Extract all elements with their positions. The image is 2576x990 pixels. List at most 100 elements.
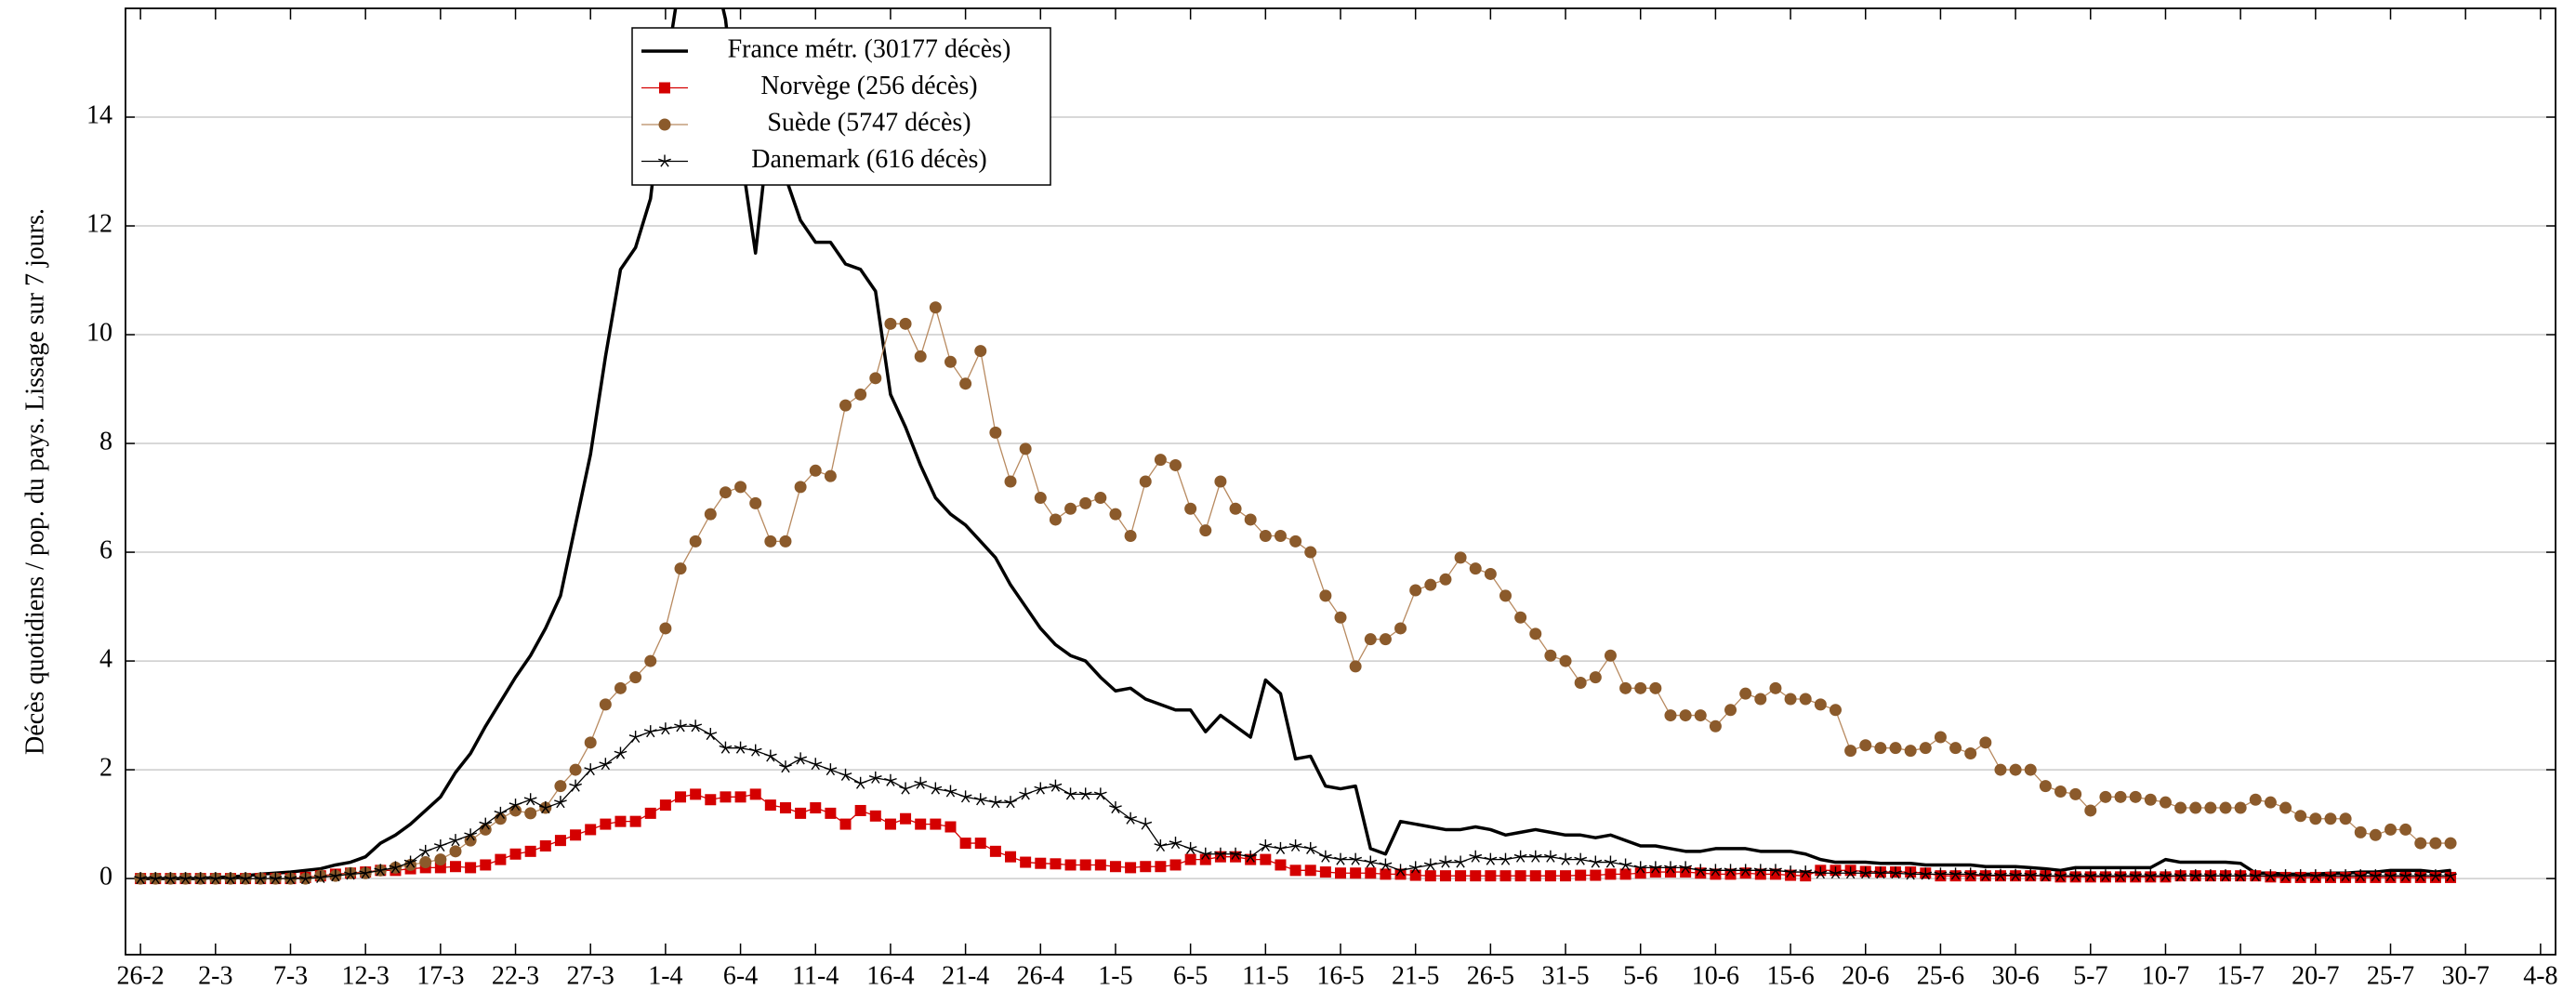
- data-point: [884, 773, 897, 786]
- data-point: [644, 807, 656, 819]
- data-point: [1349, 852, 1363, 865]
- data-point: [1380, 868, 1392, 880]
- data-point: [1874, 742, 1887, 755]
- data-point: [1169, 837, 1182, 850]
- data-point: [748, 744, 762, 757]
- data-point: [1229, 502, 1242, 515]
- x-tick-label: 15-6: [1766, 961, 1814, 990]
- data-point: [824, 763, 838, 776]
- data-point: [1889, 742, 1902, 755]
- data-point: [1350, 867, 1362, 879]
- x-tick-label: 10-6: [1692, 961, 1739, 990]
- data-point: [2039, 780, 2052, 793]
- data-point: [1575, 869, 1587, 881]
- data-point: [614, 815, 627, 827]
- data-point: [1949, 742, 1962, 755]
- data-point: [1124, 530, 1137, 543]
- data-point: [2369, 828, 2382, 841]
- data-point: [479, 823, 492, 836]
- data-point: [825, 807, 837, 819]
- y-tick-label: 14: [86, 100, 112, 129]
- data-point: [1739, 687, 1752, 700]
- data-point: [1229, 847, 1242, 860]
- data-point: [1934, 867, 1948, 880]
- data-point: [1754, 868, 1766, 880]
- data-point: [2339, 812, 2352, 825]
- data-point: [523, 793, 537, 806]
- data-point: [720, 791, 732, 803]
- data-point: [2444, 837, 2457, 850]
- data-point: [1994, 763, 2007, 776]
- data-point: [149, 872, 163, 885]
- data-point: [2264, 796, 2277, 809]
- data-point: [449, 861, 461, 873]
- data-point: [2354, 825, 2367, 838]
- data-point: [614, 681, 627, 694]
- data-point: [1139, 817, 1153, 830]
- x-tick-label: 11-5: [1242, 961, 1288, 990]
- data-point: [1589, 855, 1603, 868]
- x-tick-label: 21-4: [942, 961, 989, 990]
- x-tick-label: 12-3: [342, 961, 390, 990]
- data-point: [1409, 584, 1422, 597]
- data-point: [944, 785, 958, 798]
- data-point: [1455, 870, 1467, 882]
- data-point: [1408, 861, 1422, 874]
- data-point: [584, 763, 598, 776]
- data-point: [1784, 693, 1797, 706]
- y-tick-label: 2: [99, 754, 112, 783]
- data-point: [1394, 868, 1407, 880]
- data-point: [1529, 870, 1541, 882]
- data-point: [1679, 861, 1692, 874]
- data-point: [480, 859, 492, 871]
- data-point: [1454, 855, 1467, 868]
- data-point: [1199, 853, 1211, 865]
- legend-label: Danemark (616 décès): [751, 145, 986, 174]
- data-point: [1814, 866, 1828, 879]
- data-point: [704, 508, 717, 521]
- data-point: [1335, 867, 1346, 879]
- x-tick-label: 16-5: [1316, 961, 1364, 990]
- data-point: [884, 818, 896, 830]
- data-point: [2083, 869, 2097, 882]
- data-point: [1559, 852, 1572, 865]
- data-point: [224, 872, 237, 885]
- data-point: [900, 812, 912, 825]
- data-point: [689, 719, 703, 733]
- data-point: [1319, 589, 1332, 602]
- data-point: [495, 853, 507, 865]
- data-point: [1994, 868, 2007, 881]
- data-point: [1843, 866, 1857, 879]
- x-tick-label: 26-5: [1467, 961, 1514, 990]
- data-point: [854, 804, 866, 816]
- x-tick-label: 26-2: [116, 961, 164, 990]
- data-point: [554, 835, 566, 847]
- data-point: [2279, 869, 2292, 882]
- data-point: [629, 815, 641, 827]
- data-point: [1560, 870, 1572, 882]
- data-point: [2384, 823, 2398, 836]
- data-point: [1260, 853, 1272, 865]
- data-point: [1529, 627, 1542, 640]
- data-point: [554, 796, 567, 809]
- data-point: [1093, 787, 1107, 800]
- data-point: [1034, 492, 1047, 505]
- data-point: [2429, 869, 2442, 882]
- y-tick-label: 8: [99, 427, 112, 455]
- data-point: [674, 562, 687, 575]
- data-point: [1829, 704, 1842, 717]
- data-point: [449, 845, 462, 858]
- data-point: [2084, 804, 2097, 817]
- data-point: [1005, 851, 1017, 863]
- x-tick-label: 10-7: [2142, 961, 2189, 990]
- data-point: [1964, 747, 1977, 760]
- data-point: [1004, 796, 1017, 809]
- data-point: [1484, 567, 1497, 580]
- data-point: [1633, 861, 1647, 874]
- data-point: [1275, 859, 1287, 871]
- x-tick-label: 20-7: [2292, 961, 2339, 990]
- data-point: [1649, 681, 1662, 694]
- data-point: [1470, 870, 1482, 882]
- data-point: [2308, 869, 2322, 882]
